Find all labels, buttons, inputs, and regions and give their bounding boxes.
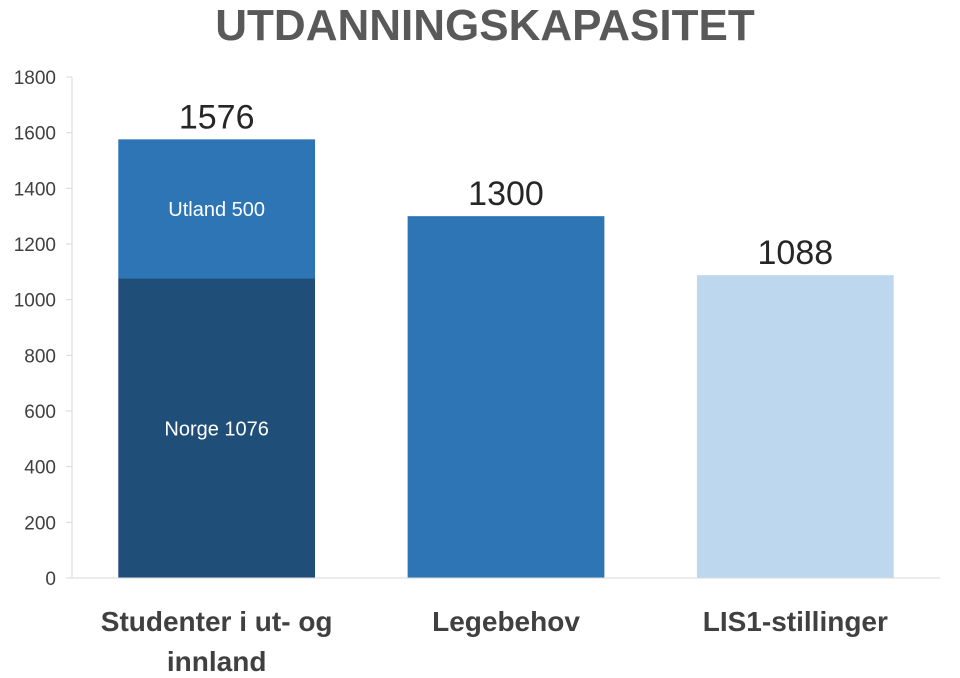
x-category-label: Studenter i ut- og [101,606,333,637]
bars: Norge 1076 Utland 500 1576 1300 1088 [118,98,894,578]
y-tick-label: 1600 [14,124,56,145]
y-tick-label: 400 [24,458,56,479]
x-category-label: innland [167,646,267,677]
y-axis: 0 200 400 600 800 1000 1200 1400 1600 1800 [14,68,73,590]
y-tick-label: 1000 [14,291,56,312]
y-tick-label: 800 [24,346,56,367]
bar-segment [118,278,316,578]
bar-total-label: 1300 [468,175,544,213]
bar-segment [118,139,316,279]
y-tick-label: 1400 [14,179,56,200]
x-axis: Studenter i ut- og innland Legebehov LIS1-s… [72,577,940,677]
x-category-label: LIS1-stillinger [703,606,888,637]
bar-segment [696,275,894,578]
bar-total-label: 1576 [179,98,255,136]
y-tick-label: 1200 [14,235,56,256]
chart-title: UTDANNINGSKAPASITET [215,1,755,50]
y-tick-label: 600 [24,402,56,423]
bar-segment [407,216,605,578]
segment-data-label: Norge 1076 [164,418,269,440]
bar-total-label: 1088 [758,234,834,272]
y-tick-label: 1800 [14,68,56,89]
x-category-label: Legebehov [432,606,580,637]
y-tick-label: 200 [24,513,56,534]
y-tick-label: 0 [45,569,56,590]
segment-data-label: Utland 500 [168,199,265,221]
